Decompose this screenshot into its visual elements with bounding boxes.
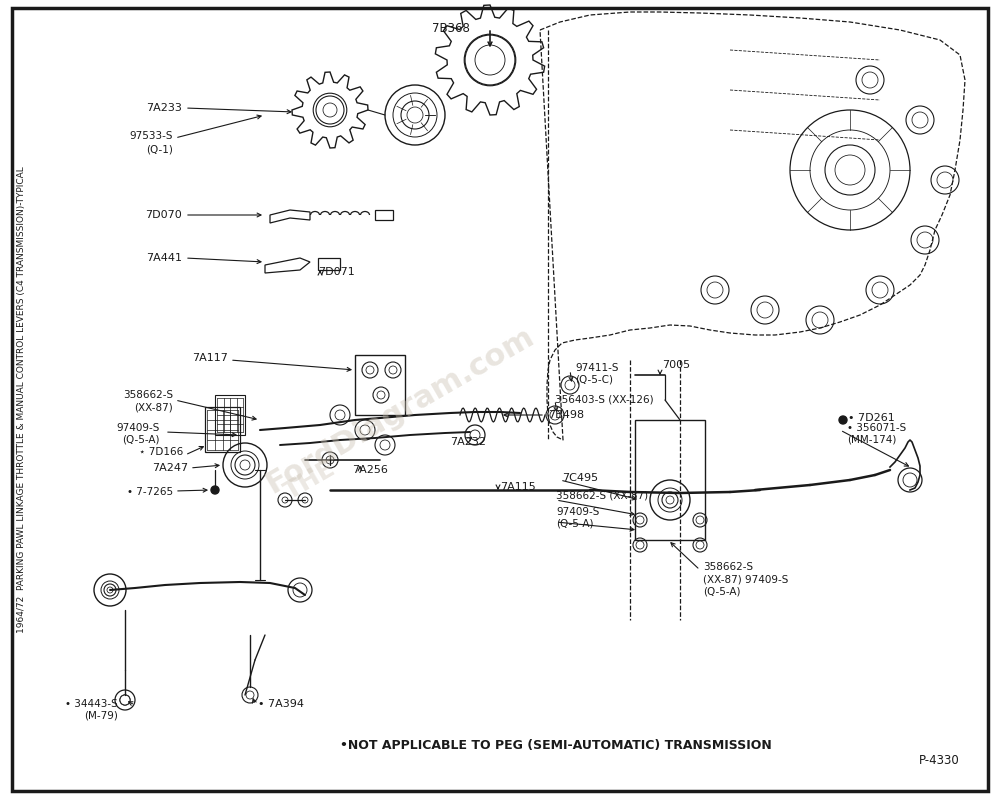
Text: (Q-5-A): (Q-5-A) [703, 586, 740, 596]
Text: (MM-174): (MM-174) [847, 435, 896, 445]
Text: • 34443-S: • 34443-S [65, 699, 118, 709]
Circle shape [407, 107, 423, 123]
Bar [375, 210, 393, 220]
Text: 358662-S (XX-87): 358662-S (XX-87) [556, 490, 648, 500]
Circle shape [475, 45, 505, 75]
Text: 7A233: 7A233 [146, 103, 182, 113]
Text: ⋆ 7D166: ⋆ 7D166 [139, 447, 183, 457]
Text: (XX-87): (XX-87) [134, 402, 173, 412]
Circle shape [377, 391, 385, 399]
Circle shape [937, 172, 953, 188]
Text: 356403-S (XX-126): 356403-S (XX-126) [555, 395, 654, 405]
Bar [355, 355, 405, 415]
Circle shape [389, 366, 397, 374]
Circle shape [120, 695, 130, 705]
Text: 7D071: 7D071 [318, 267, 355, 277]
Text: 7A232: 7A232 [450, 437, 486, 447]
Text: 97411-S: 97411-S [575, 363, 618, 373]
Text: (XX-87) 97409-S: (XX-87) 97409-S [703, 574, 788, 584]
Circle shape [636, 516, 644, 524]
Text: (Q-5-A): (Q-5-A) [556, 519, 594, 529]
Text: 358662-S: 358662-S [123, 390, 173, 400]
Text: 7A256: 7A256 [352, 465, 388, 475]
Text: 7A441: 7A441 [146, 253, 182, 263]
Text: 7C495: 7C495 [562, 473, 598, 483]
Text: 7B368: 7B368 [432, 22, 470, 34]
Circle shape [812, 312, 828, 328]
Circle shape [696, 541, 704, 549]
Text: • 7-7265: • 7-7265 [127, 487, 173, 497]
Circle shape [862, 72, 878, 88]
Text: (M-79): (M-79) [84, 711, 118, 721]
Text: • 7A394: • 7A394 [258, 699, 304, 709]
Bar [205, 407, 240, 452]
Circle shape [696, 516, 704, 524]
Circle shape [810, 130, 890, 210]
Text: • 356071-S: • 356071-S [847, 423, 906, 433]
Text: 7A117: 7A117 [192, 353, 228, 363]
Circle shape [835, 155, 865, 185]
Circle shape [470, 430, 480, 440]
Circle shape [380, 440, 390, 450]
Circle shape [917, 232, 933, 248]
Circle shape [636, 541, 644, 549]
Text: 97409-S: 97409-S [117, 423, 160, 433]
Circle shape [101, 581, 119, 599]
Text: 7B498: 7B498 [548, 410, 584, 420]
Circle shape [757, 302, 773, 318]
Circle shape [323, 103, 337, 117]
Circle shape [360, 425, 370, 435]
Text: 7A115: 7A115 [500, 482, 536, 492]
Text: •NOT APPLICABLE TO PEG (SEMI-AUTOMATIC) TRANSMISSION: •NOT APPLICABLE TO PEG (SEMI-AUTOMATIC) … [340, 738, 772, 752]
Circle shape [666, 496, 674, 504]
Circle shape [326, 456, 334, 464]
Circle shape [707, 282, 723, 298]
Circle shape [565, 380, 575, 390]
Circle shape [872, 282, 888, 298]
Circle shape [282, 497, 288, 503]
Text: • 7D261: • 7D261 [848, 413, 895, 423]
Circle shape [335, 410, 345, 420]
Circle shape [120, 695, 130, 705]
Text: (Q-1): (Q-1) [146, 144, 173, 154]
Text: 1964/72  PARKING PAWL LINKAGE THROTTLE & MANUAL CONTROL LEVERS (C4 TRANSMISSION): 1964/72 PARKING PAWL LINKAGE THROTTLE & … [17, 167, 27, 634]
Circle shape [107, 587, 113, 593]
Text: THE: THE [280, 456, 340, 504]
Circle shape [231, 451, 259, 479]
Circle shape [912, 112, 928, 128]
Text: FordDiagram.com: FordDiagram.com [261, 321, 539, 499]
Text: P-4330: P-4330 [919, 753, 960, 766]
Circle shape [366, 366, 374, 374]
Text: 7D070: 7D070 [145, 210, 182, 220]
Bar [318, 258, 340, 270]
Text: 358662-S: 358662-S [703, 562, 753, 572]
Circle shape [293, 583, 307, 597]
Text: 7005: 7005 [662, 360, 690, 370]
Text: 97409-S: 97409-S [556, 507, 599, 517]
Text: 7A247: 7A247 [152, 463, 188, 473]
Bar [215, 395, 245, 435]
Circle shape [903, 473, 917, 487]
Circle shape [839, 416, 847, 424]
Bar [635, 420, 705, 540]
Circle shape [240, 460, 250, 470]
Circle shape [393, 93, 437, 137]
Text: 97533-S: 97533-S [130, 131, 173, 141]
Circle shape [211, 486, 219, 494]
Circle shape [658, 488, 682, 512]
Circle shape [246, 691, 254, 699]
Text: (Q-5-C): (Q-5-C) [575, 375, 613, 385]
Text: (Q-5-A): (Q-5-A) [122, 435, 160, 445]
Circle shape [302, 497, 308, 503]
Circle shape [550, 410, 560, 420]
